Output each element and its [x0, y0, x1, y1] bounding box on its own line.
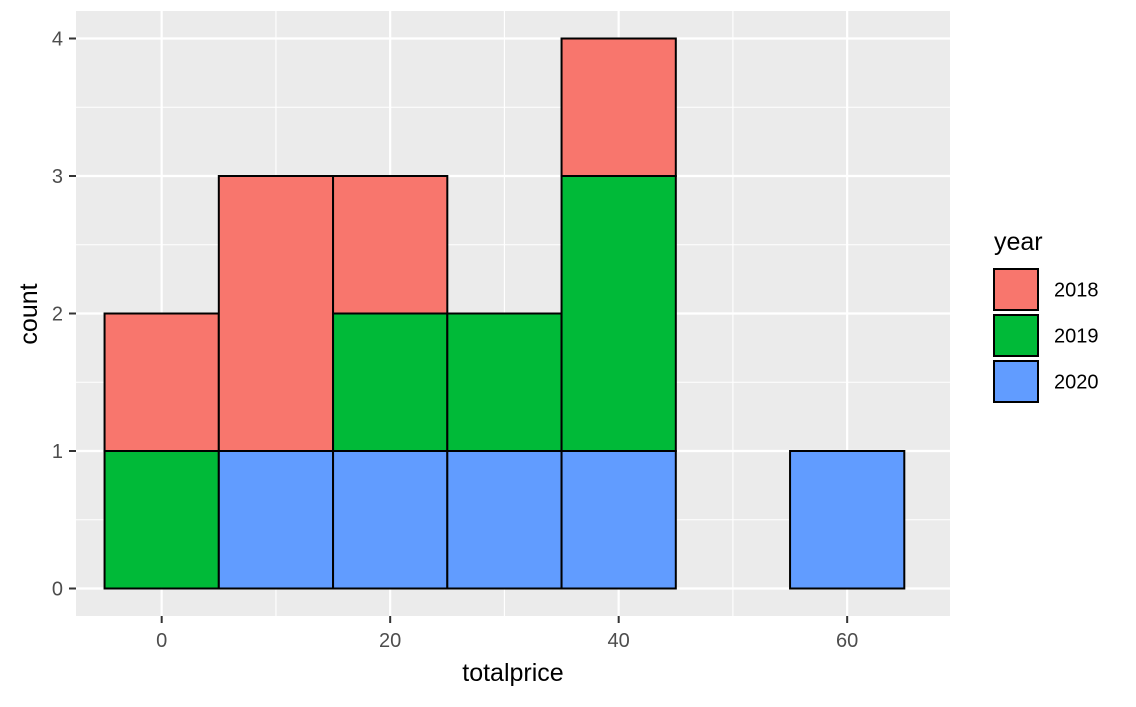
bar-2018-bin-1 — [217, 175, 335, 452]
y-tick-label: 3 — [52, 166, 63, 188]
legend-key-2019 — [993, 314, 1039, 357]
legend-label-2019: 2019 — [1054, 326, 1099, 348]
y-tick-label: 4 — [52, 29, 63, 51]
y-axis: 0 1 2 3 4 — [52, 29, 76, 601]
bar-2019-bin-3 — [446, 312, 563, 452]
legend: year 2018 2019 2020 — [993, 228, 1099, 403]
bar-2018-bin-0 — [103, 312, 220, 452]
x-tick-label: 0 — [156, 630, 167, 652]
bar-2018-bin-2 — [332, 175, 449, 315]
x-axis: 0 20 40 60 — [156, 616, 858, 652]
legend-title: year — [994, 228, 1043, 256]
legend-label-2020: 2020 — [1054, 372, 1099, 394]
bar-2020-bin-4 — [560, 450, 677, 590]
x-tick-label: 40 — [608, 630, 630, 652]
bar-2018-bin-4 — [560, 37, 677, 177]
y-tick-label: 2 — [52, 304, 63, 326]
y-axis-title: count — [15, 283, 43, 344]
x-tick-label: 20 — [379, 630, 401, 652]
bar-2020-bin-1 — [217, 450, 335, 590]
y-tick-label: 1 — [52, 441, 63, 463]
bar-2020-bin-3 — [446, 450, 563, 590]
bar-2019-bin-4 — [560, 175, 677, 452]
bar-2020-bin-6 — [789, 450, 906, 590]
legend-key-2020 — [993, 360, 1039, 403]
y-tick-label: 0 — [52, 579, 63, 601]
bars-group — [103, 37, 906, 590]
legend-key-2018 — [993, 268, 1039, 311]
x-tick-label: 60 — [836, 630, 858, 652]
x-axis-title: totalprice — [462, 659, 563, 687]
bar-2019-bin-2 — [332, 312, 449, 452]
legend-label-2018: 2018 — [1054, 280, 1099, 302]
bar-2019-bin-0 — [103, 450, 220, 590]
bar-2020-bin-2 — [332, 450, 449, 590]
